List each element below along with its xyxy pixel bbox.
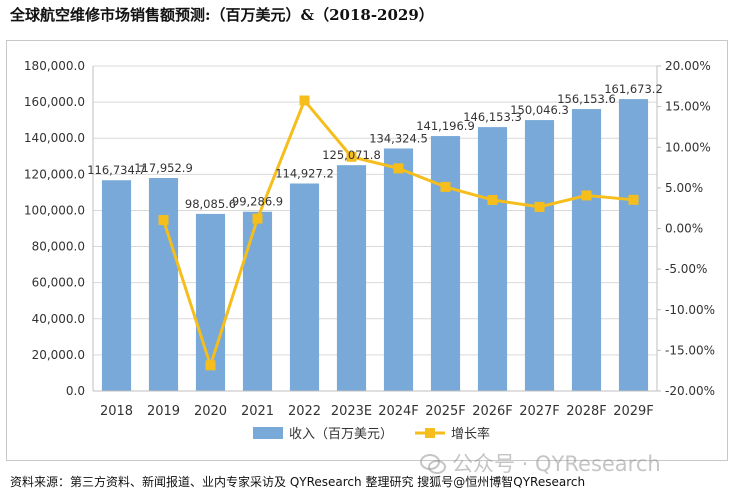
left-tick-label: 80,000.0: [32, 240, 85, 254]
bar-value-label: 116,734.7: [87, 163, 146, 177]
right-tick-label: -5.00%: [665, 262, 707, 276]
right-tick-label: -10.00%: [665, 303, 715, 317]
bar-value-label: 125,071.8: [322, 148, 381, 162]
right-tick-label: 20.00%: [665, 59, 711, 73]
left-tick-label: 160,000.0: [24, 95, 85, 109]
growth-rate-point: [158, 215, 169, 226]
category-label: 2021: [241, 404, 274, 419]
growth-rate-point: [299, 95, 310, 106]
left-tick-label: 60,000.0: [32, 276, 85, 290]
bar-2027F: [524, 120, 555, 391]
bar-2023E: [336, 165, 367, 391]
growth-rate-point: [628, 194, 639, 205]
growth-line: [158, 95, 639, 371]
gridlines: [93, 65, 657, 356]
left-tick-label: 40,000.0: [32, 312, 85, 326]
bar-2025F: [430, 136, 461, 391]
growth-rate-point: [487, 194, 498, 205]
page-title: 全球航空维修市场销售额预测:（百万美元）&（2018-2029）: [10, 6, 434, 24]
bar-2021: [242, 211, 273, 391]
bar-value-label: 156,153.6: [557, 92, 616, 106]
legend-label-growth: 增长率: [451, 426, 490, 442]
category-label: 2025F: [425, 404, 466, 419]
growth-rate-point: [440, 181, 451, 192]
chart-frame: 116,734.7 117,952.9 98,085.6 99,286.9 114,92…: [6, 40, 728, 461]
bar-value-label: 150,046.3: [510, 103, 569, 117]
right-tick-label: 0.00%: [665, 222, 703, 236]
right-tick-label: 15.00%: [665, 100, 711, 114]
growth-rate-point: [252, 213, 263, 224]
left-tick-label: 180,000.0: [24, 59, 85, 73]
wechat-icon: [420, 454, 446, 474]
growth-rate-point: [534, 201, 545, 212]
legend-swatch-growth-marker: [425, 428, 435, 438]
bar-2026F: [477, 127, 508, 392]
bar-value-label: 99,286.9: [232, 195, 283, 209]
growth-rate-point: [581, 190, 592, 201]
legend: 收入（百万美元） 增长率: [253, 426, 490, 442]
category-label: 2024F: [378, 404, 419, 419]
right-tick-label: -20.00%: [665, 384, 715, 398]
bar-value-label: 114,927.2: [275, 166, 334, 180]
growth-rate-point: [393, 163, 404, 174]
watermark-text: 公众号 · QYResearch: [452, 452, 661, 476]
right-tick-label: -15.00%: [665, 343, 715, 357]
watermark: 公众号 · QYResearch: [420, 448, 661, 478]
category-label: 2029F: [613, 404, 654, 419]
bar-2024F: [383, 148, 414, 391]
bar-2029F: [618, 99, 649, 391]
left-tick-label: 140,000.0: [24, 131, 85, 145]
bar-2019: [148, 178, 179, 391]
category-label: 2019: [147, 404, 180, 419]
bar-value-label: 161,673.2: [604, 82, 663, 96]
bar-2028F: [571, 109, 602, 391]
category-label: 2022: [288, 404, 321, 419]
axes: [92, 65, 661, 392]
bar-value-label: 98,085.6: [185, 197, 236, 211]
source-note: 资料来源：第三方资料、新闻报道、业内专家采访及 QYResearch 整理研究 …: [10, 475, 586, 489]
category-label: 2023E: [331, 404, 372, 419]
category-label: 2027F: [519, 404, 560, 419]
left-tick-label: 20,000.0: [32, 348, 85, 362]
bar-value-label: 146,153.3: [463, 110, 522, 124]
right-tick-label: 5.00%: [665, 181, 703, 195]
bar-2022: [289, 183, 320, 391]
bar-value-label: 141,196.9: [416, 119, 475, 133]
left-tick-label: 120,000.0: [24, 167, 85, 181]
growth-rate-point: [205, 360, 216, 371]
bars: [101, 99, 649, 392]
category-label: 2018: [100, 404, 133, 419]
growth-rate-point: [346, 151, 357, 162]
legend-label-revenue: 收入（百万美元）: [289, 427, 393, 442]
left-tick-label: 0.0: [66, 384, 85, 398]
bar-value-label: 134,324.5: [369, 131, 428, 145]
legend-swatch-revenue: [253, 427, 283, 439]
left-tick-label: 100,000.0: [24, 203, 85, 217]
tick-labels: 0.0 20,000.0 40,000.0 60,000.0 80,000.0 100,0…: [24, 59, 715, 419]
bar-value-label: 117,952.9: [134, 161, 193, 175]
category-label: 2020: [194, 404, 227, 419]
right-tick-label: 10.00%: [665, 140, 711, 154]
bar-2018: [101, 180, 132, 391]
category-label: 2026F: [472, 404, 513, 419]
category-label: 2028F: [566, 404, 607, 419]
